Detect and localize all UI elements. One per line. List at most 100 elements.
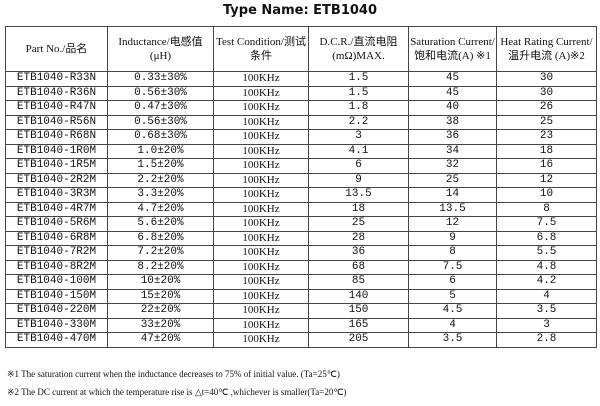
table-cell: 25 bbox=[308, 216, 409, 232]
table-cell: 100KHz bbox=[213, 143, 309, 159]
table-cell: ETB1040-R56N bbox=[5, 114, 108, 130]
table-cell: 100KHz bbox=[213, 85, 309, 101]
table-cell: 18 bbox=[308, 201, 409, 217]
table-cell: 140 bbox=[308, 288, 409, 304]
table-cell: 40 bbox=[408, 100, 497, 116]
table-cell: ETB1040-5R6M bbox=[5, 216, 108, 232]
table-cell: 7.2±20% bbox=[107, 245, 214, 261]
table-cell: ETB1040-6R8M bbox=[5, 230, 108, 246]
table-cell: 6 bbox=[408, 274, 497, 290]
table-cell: 100KHz bbox=[213, 100, 309, 116]
table-cell: 0.47±30% bbox=[107, 100, 214, 116]
table-row: ETB1040-R68N 0.68±30% 100KHz 3 36 23 bbox=[5, 129, 597, 145]
table-cell: 5 bbox=[408, 288, 497, 304]
table-cell: 205 bbox=[308, 332, 409, 348]
table-row: ETB1040-100M 10±20% 100KHz 85 6 4.2 bbox=[5, 274, 597, 290]
table-cell: 7.5 bbox=[496, 216, 597, 232]
table-cell: ETB1040-7R2M bbox=[5, 245, 108, 261]
table-cell: 4.5 bbox=[408, 303, 497, 319]
table-cell: 12 bbox=[496, 172, 597, 188]
table-cell: 2.2±20% bbox=[107, 172, 214, 188]
table-cell: 3 bbox=[496, 317, 597, 333]
column-header: Heat Rating Current/温升电流 (A)※2 bbox=[496, 26, 597, 72]
table-cell: ETB1040-2R2M bbox=[5, 172, 108, 188]
table-cell: 4.7±20% bbox=[107, 201, 214, 217]
table-cell: 6.8±20% bbox=[107, 230, 214, 246]
table-cell: 0.33±30% bbox=[107, 71, 214, 87]
table-cell: 3.5 bbox=[496, 303, 597, 319]
table-cell: 33±20% bbox=[107, 317, 214, 333]
table-cell: 1.5 bbox=[308, 71, 409, 87]
footnote-1: ※1 The saturation current when the induc… bbox=[7, 369, 340, 379]
table-cell: 5.6±20% bbox=[107, 216, 214, 232]
table-cell: 22±20% bbox=[107, 303, 214, 319]
table-row: ETB1040-1R5M 1.5±20% 100KHz 6 32 16 bbox=[5, 158, 597, 174]
table-cell: 0.68±30% bbox=[107, 129, 214, 145]
table-cell: ETB1040-4R7M bbox=[5, 201, 108, 217]
table-cell: 10±20% bbox=[107, 274, 214, 290]
table-cell: 1.5 bbox=[308, 85, 409, 101]
table-cell: 3.3±20% bbox=[107, 187, 214, 203]
table-cell: ETB1040-3R3M bbox=[5, 187, 108, 203]
table-cell: 0.56±30% bbox=[107, 85, 214, 101]
table-cell: 100KHz bbox=[213, 158, 309, 174]
table-cell: 100KHz bbox=[213, 230, 309, 246]
table-cell: 14 bbox=[408, 187, 497, 203]
table-cell: 38 bbox=[408, 114, 497, 130]
table-cell: 15±20% bbox=[107, 288, 214, 304]
table-cell: 2.2 bbox=[308, 114, 409, 130]
table-cell: 100KHz bbox=[213, 288, 309, 304]
table-cell: ETB1040-100M bbox=[5, 274, 108, 290]
column-header: Test Condition/测试条件 bbox=[213, 26, 309, 72]
table-cell: ETB1040-1R0M bbox=[5, 143, 108, 159]
table-row: ETB1040-5R6M 5.6±20% 100KHz 25 12 7.5 bbox=[5, 216, 597, 232]
table-cell: 7.5 bbox=[408, 259, 497, 275]
table-cell: 85 bbox=[308, 274, 409, 290]
table-row: ETB1040-220M 22±20% 100KHz 150 4.5 3.5 bbox=[5, 303, 597, 319]
column-header: Saturation Current/饱和电流(A) ※1 bbox=[408, 26, 497, 72]
table-cell: 100KHz bbox=[213, 129, 309, 145]
table-cell: 45 bbox=[408, 71, 497, 87]
table-cell: 4.1 bbox=[308, 143, 409, 159]
table-cell: 13.5 bbox=[308, 187, 409, 203]
table-row: ETB1040-8R2M 8.2±20% 100KHz 68 7.5 4.8 bbox=[5, 259, 597, 275]
table-row: ETB1040-2R2M 2.2±20% 100KHz 9 25 12 bbox=[5, 172, 597, 188]
column-header: Part No./品名 bbox=[5, 26, 108, 72]
table-cell: 4.8 bbox=[496, 259, 597, 275]
table-cell: 5.5 bbox=[496, 245, 597, 261]
table-cell: 100KHz bbox=[213, 303, 309, 319]
table-cell: 150 bbox=[308, 303, 409, 319]
table-cell: ETB1040-150M bbox=[5, 288, 108, 304]
table-cell: 165 bbox=[308, 317, 409, 333]
table-cell: 1.5±20% bbox=[107, 158, 214, 174]
table-cell: 2.8 bbox=[496, 332, 597, 348]
column-header: D.C.R./直流电阻 (mΩ)MAX. bbox=[308, 26, 409, 72]
page-title: Type Name: ETB1040 bbox=[222, 3, 378, 18]
table-cell: 28 bbox=[308, 230, 409, 246]
table-cell: ETB1040-470M bbox=[5, 332, 108, 348]
table-cell: 8.2±20% bbox=[107, 259, 214, 275]
table-row: ETB1040-7R2M 7.2±20% 100KHz 36 8 5.5 bbox=[5, 245, 597, 261]
table-row: ETB1040-470M 47±20% 100KHz 205 3.5 2.8 bbox=[5, 332, 597, 348]
table-cell: ETB1040-R33N bbox=[5, 71, 108, 87]
table-row: ETB1040-6R8M 6.8±20% 100KHz 28 9 6.8 bbox=[5, 230, 597, 246]
table-cell: 32 bbox=[408, 158, 497, 174]
table-cell: 18 bbox=[496, 143, 597, 159]
table-row: ETB1040-R56N 0.56±30% 100KHz 2.2 38 25 bbox=[5, 114, 597, 130]
table-cell: 100KHz bbox=[213, 71, 309, 87]
table-cell: 100KHz bbox=[213, 216, 309, 232]
table-cell: 4 bbox=[496, 288, 597, 304]
table-cell: 100KHz bbox=[213, 187, 309, 203]
table-cell: 45 bbox=[408, 85, 497, 101]
column-header: Inductance/电感值(μH) bbox=[107, 26, 214, 72]
table-cell: 25 bbox=[496, 114, 597, 130]
table-cell: 4.2 bbox=[496, 274, 597, 290]
table-cell: 100KHz bbox=[213, 332, 309, 348]
table-cell: 6.8 bbox=[496, 230, 597, 246]
table-cell: 34 bbox=[408, 143, 497, 159]
table-cell: 100KHz bbox=[213, 245, 309, 261]
table-cell: 9 bbox=[408, 230, 497, 246]
table-cell: ETB1040-8R2M bbox=[5, 259, 108, 275]
table-cell: 0.56±30% bbox=[107, 114, 214, 130]
table-cell: 68 bbox=[308, 259, 409, 275]
